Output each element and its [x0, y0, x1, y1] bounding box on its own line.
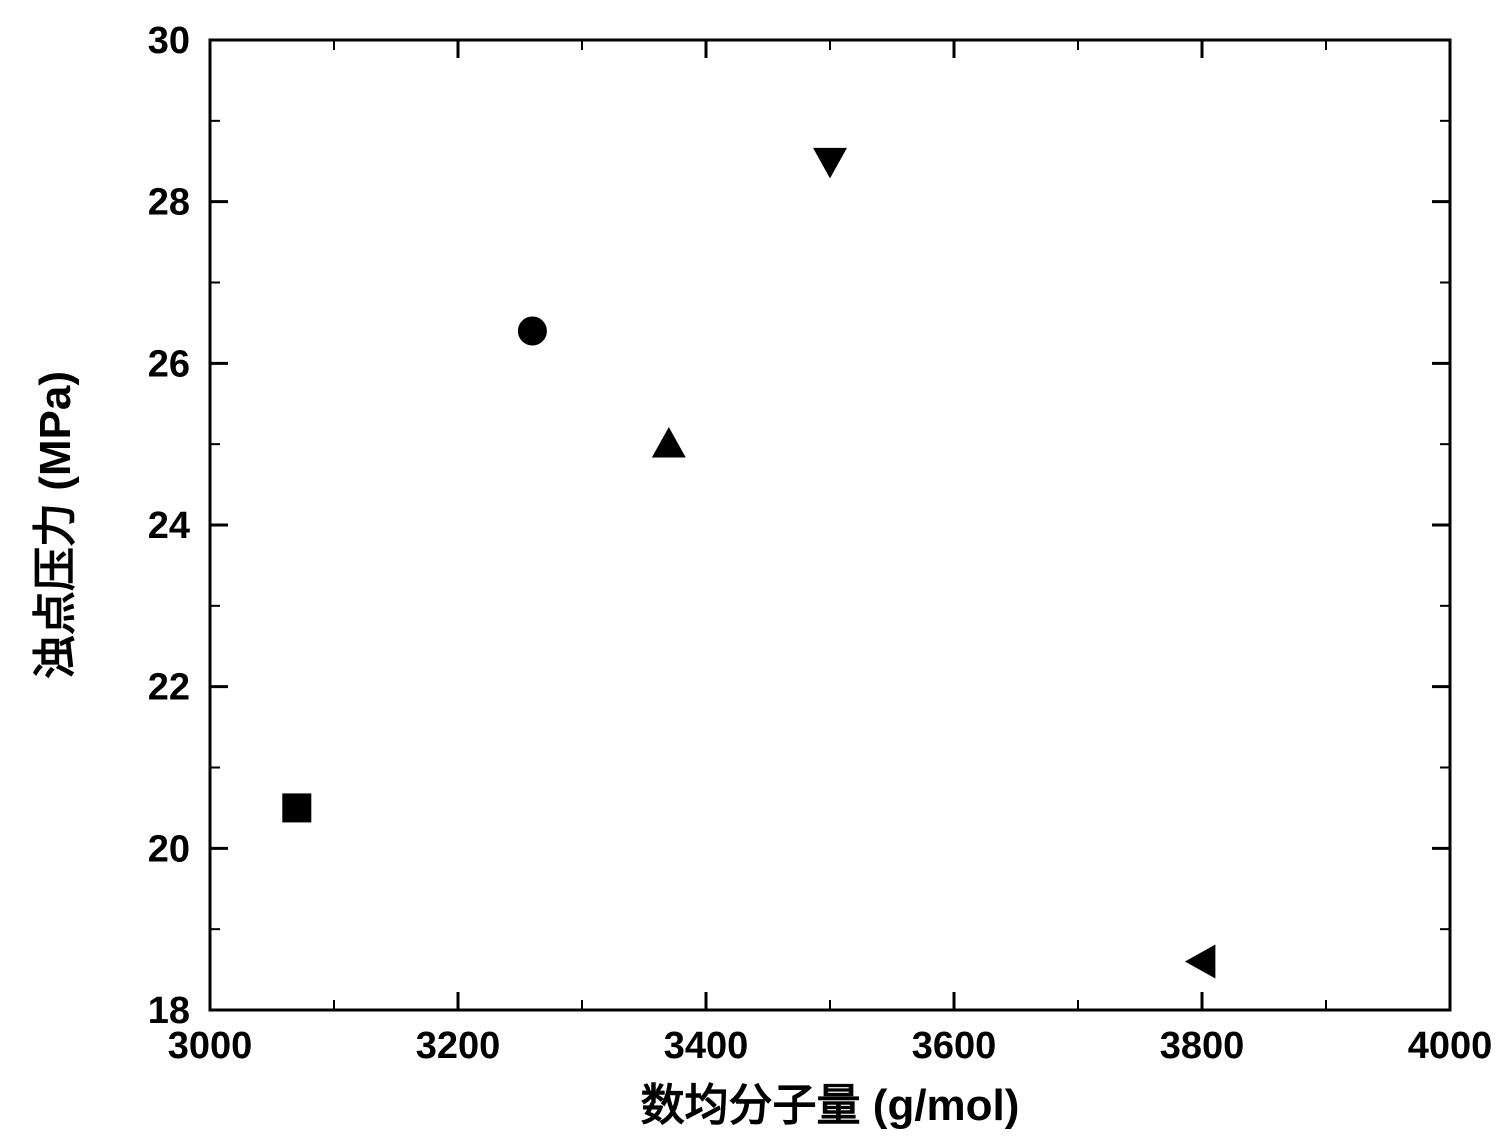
y-tick-label: 26 [148, 343, 190, 385]
marker-triangle-down [814, 148, 846, 177]
y-tick-label: 30 [148, 20, 190, 62]
plot-border [210, 40, 1450, 1010]
scatter-chart: 30003200340036003800400018202224262830数均… [0, 0, 1498, 1144]
x-tick-label: 3400 [664, 1025, 749, 1067]
chart-svg: 30003200340036003800400018202224262830数均… [0, 0, 1498, 1144]
x-axis-title: 数均分子量 (g/mol) [641, 1081, 1020, 1130]
y-axis-title: 浊点压力 (MPa) [31, 371, 80, 679]
x-tick-label: 3800 [1160, 1025, 1245, 1067]
x-tick-label: 3200 [416, 1025, 501, 1067]
y-tick-label: 20 [148, 828, 190, 870]
y-tick-label: 18 [148, 990, 190, 1032]
x-tick-label: 3600 [912, 1025, 997, 1067]
marker-triangle-up [653, 428, 685, 457]
y-tick-label: 24 [148, 505, 190, 547]
y-tick-label: 22 [148, 667, 190, 709]
y-tick-label: 28 [148, 182, 190, 224]
marker-square [283, 794, 311, 822]
marker-triangle-left [1186, 945, 1215, 977]
x-tick-label: 4000 [1408, 1025, 1493, 1067]
marker-circle [518, 317, 546, 345]
